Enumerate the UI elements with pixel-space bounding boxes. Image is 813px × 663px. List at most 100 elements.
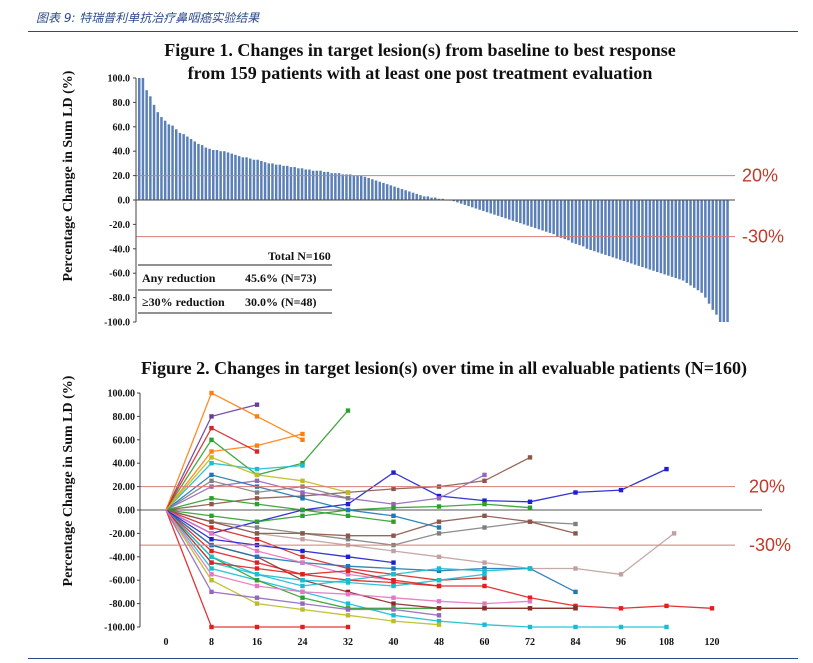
waterfall-bar [652, 200, 655, 271]
patient-data-point [300, 578, 305, 583]
patient-data-point [300, 548, 305, 554]
patient-data-point [209, 624, 214, 630]
patient-data-point [391, 618, 396, 624]
patient-data-point [209, 589, 214, 595]
patient-data-point [482, 478, 487, 483]
patient-data-point [391, 548, 396, 554]
patient-data-point [300, 461, 305, 466]
waterfall-bar [485, 200, 489, 213]
patient-data-point [391, 470, 396, 475]
y-tick-label: 80.0 [113, 98, 131, 109]
patient-data-point [345, 592, 351, 597]
waterfall-bar [141, 78, 145, 200]
patient-data-point [254, 490, 260, 495]
waterfall-bar [145, 90, 148, 200]
waterfall-bar [459, 200, 463, 204]
patient-data-point [527, 505, 533, 510]
patient-data-point [527, 499, 533, 504]
stats-row-value: 30.0% (N=48) [245, 295, 317, 309]
waterfall-bar [393, 186, 396, 200]
patient-data-point [300, 607, 305, 612]
patient-data-point [391, 560, 396, 565]
waterfall-bar [389, 185, 393, 200]
waterfall-bar [400, 189, 404, 200]
waterfall-bar [641, 200, 644, 268]
waterfall-bar [718, 200, 722, 322]
figure-1-title-line-1: Figure 1. Changes in target lesion(s) fr… [164, 40, 675, 61]
footer-divider [28, 658, 798, 659]
waterfall-bar [663, 200, 666, 275]
waterfall-bar [578, 200, 581, 246]
patient-data-point [345, 578, 351, 583]
waterfall-bar [282, 165, 285, 200]
waterfall-bar [689, 200, 692, 286]
stats-row-value: 45.6% (N=73) [245, 271, 317, 285]
patient-data-point [527, 519, 533, 524]
patient-series-line [165, 497, 394, 523]
waterfall-bar [186, 136, 189, 200]
waterfall-bar [644, 200, 648, 269]
patient-data-point [671, 531, 677, 536]
waterfall-bar [670, 200, 674, 277]
patient-data-point [254, 595, 260, 600]
waterfall-bar [567, 200, 570, 241]
patient-data-point [300, 437, 305, 442]
waterfall-bar [300, 168, 304, 200]
waterfall-bar [323, 171, 326, 200]
patient-series-line [165, 509, 394, 564]
patient-data-point [209, 496, 214, 501]
y-tick-label: 100.00 [108, 389, 136, 400]
y-tick-label: 20.0 [113, 171, 131, 182]
patient-data-point [436, 504, 442, 509]
figure-2-x-ticks: 0 8 16 24 32 40 48 60 72 84 96 108 120 [164, 637, 720, 648]
patient-data-point [254, 525, 260, 530]
patient-data-point [573, 490, 578, 495]
patient-data-point [618, 606, 624, 611]
y-tick-label: 60.0 [113, 122, 131, 133]
patient-data-point [209, 513, 214, 518]
patient-data-point [345, 408, 351, 413]
waterfall-bar [704, 200, 707, 298]
patient-data-point [482, 513, 487, 518]
stats-row-label: ≥30% reduction [142, 295, 225, 309]
waterfall-bar [648, 200, 652, 270]
x-tick-label: 120 [705, 637, 720, 648]
waterfall-bar [256, 159, 259, 200]
figure-caption: 图表 9: 特瑞普利单抗治疗鼻咽癌实验结果 [36, 11, 260, 25]
waterfall-bar [559, 200, 563, 238]
waterfall-bar [160, 117, 163, 200]
waterfall-bar [152, 104, 156, 200]
patient-data-point [209, 572, 214, 577]
figure-1-reference-lines: 20% -30% [136, 166, 784, 247]
patient-data-point [573, 603, 578, 609]
patient-data-point [391, 613, 396, 618]
waterfall-bar [596, 200, 600, 253]
waterfall-bar [593, 200, 596, 252]
patient-data-point [209, 390, 214, 396]
patient-series-line [165, 509, 485, 581]
reference-line-label: -30% [749, 535, 791, 555]
waterfall-bar [245, 157, 248, 200]
waterfall-bar [519, 200, 522, 224]
figure-2-y-ticks: 100.00 80.00 60.00 40.00 20.00 0.00 -20.00 -40.… [104, 389, 140, 634]
waterfall-bar [200, 145, 204, 200]
waterfall-bar [293, 167, 296, 200]
waterfall-bar [656, 200, 659, 272]
waterfall-bar [722, 200, 726, 322]
waterfall-bar [500, 200, 504, 218]
waterfall-bar [367, 178, 370, 200]
patient-data-point [345, 490, 351, 495]
waterfall-bar [404, 190, 407, 200]
y-tick-label: -100.00 [104, 623, 135, 634]
x-tick-label: 16 [252, 637, 262, 648]
waterfall-bar [337, 173, 341, 200]
patient-data-point [391, 519, 396, 524]
patient-series-line [165, 433, 303, 511]
waterfall-bar [304, 169, 307, 200]
patient-data-point [482, 498, 487, 503]
patient-data-point [209, 437, 214, 442]
patient-data-point [482, 525, 487, 530]
patient-data-point [300, 531, 305, 536]
waterfall-bar [441, 198, 444, 200]
waterfall-bar [563, 200, 566, 240]
